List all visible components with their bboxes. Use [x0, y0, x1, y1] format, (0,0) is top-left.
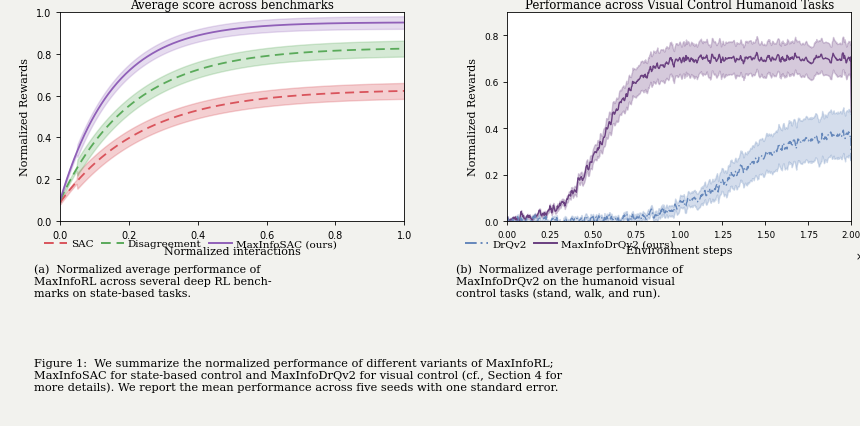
Legend: DrQv2, MaxInfoDrQv2 (ours): DrQv2, MaxInfoDrQv2 (ours): [461, 235, 678, 253]
X-axis label: Environment steps: Environment steps: [626, 245, 733, 255]
Title: Average score across benchmarks: Average score across benchmarks: [130, 0, 335, 12]
Y-axis label: Normalized Rewards: Normalized Rewards: [469, 58, 478, 176]
X-axis label: Normalized interactions: Normalized interactions: [163, 246, 301, 256]
Text: (a)  Normalized average performance of
MaxInfoRL across several deep RL bench-
m: (a) Normalized average performance of Ma…: [34, 264, 272, 298]
Title: Performance across Visual Control Humanoid Tasks: Performance across Visual Control Humano…: [525, 0, 834, 12]
Text: $\times10^7$: $\times10^7$: [855, 249, 860, 262]
Text: Figure 1:  We summarize the normalized performance of different variants of MaxI: Figure 1: We summarize the normalized pe…: [34, 358, 562, 392]
Y-axis label: Normalized Rewards: Normalized Rewards: [21, 58, 30, 176]
Legend: SAC, Disagreement, MaxInfoSAC (ours): SAC, Disagreement, MaxInfoSAC (ours): [40, 235, 341, 253]
Text: (b)  Normalized average performance of
MaxInfoDrQv2 on the humanoid visual
contr: (b) Normalized average performance of Ma…: [456, 264, 683, 298]
